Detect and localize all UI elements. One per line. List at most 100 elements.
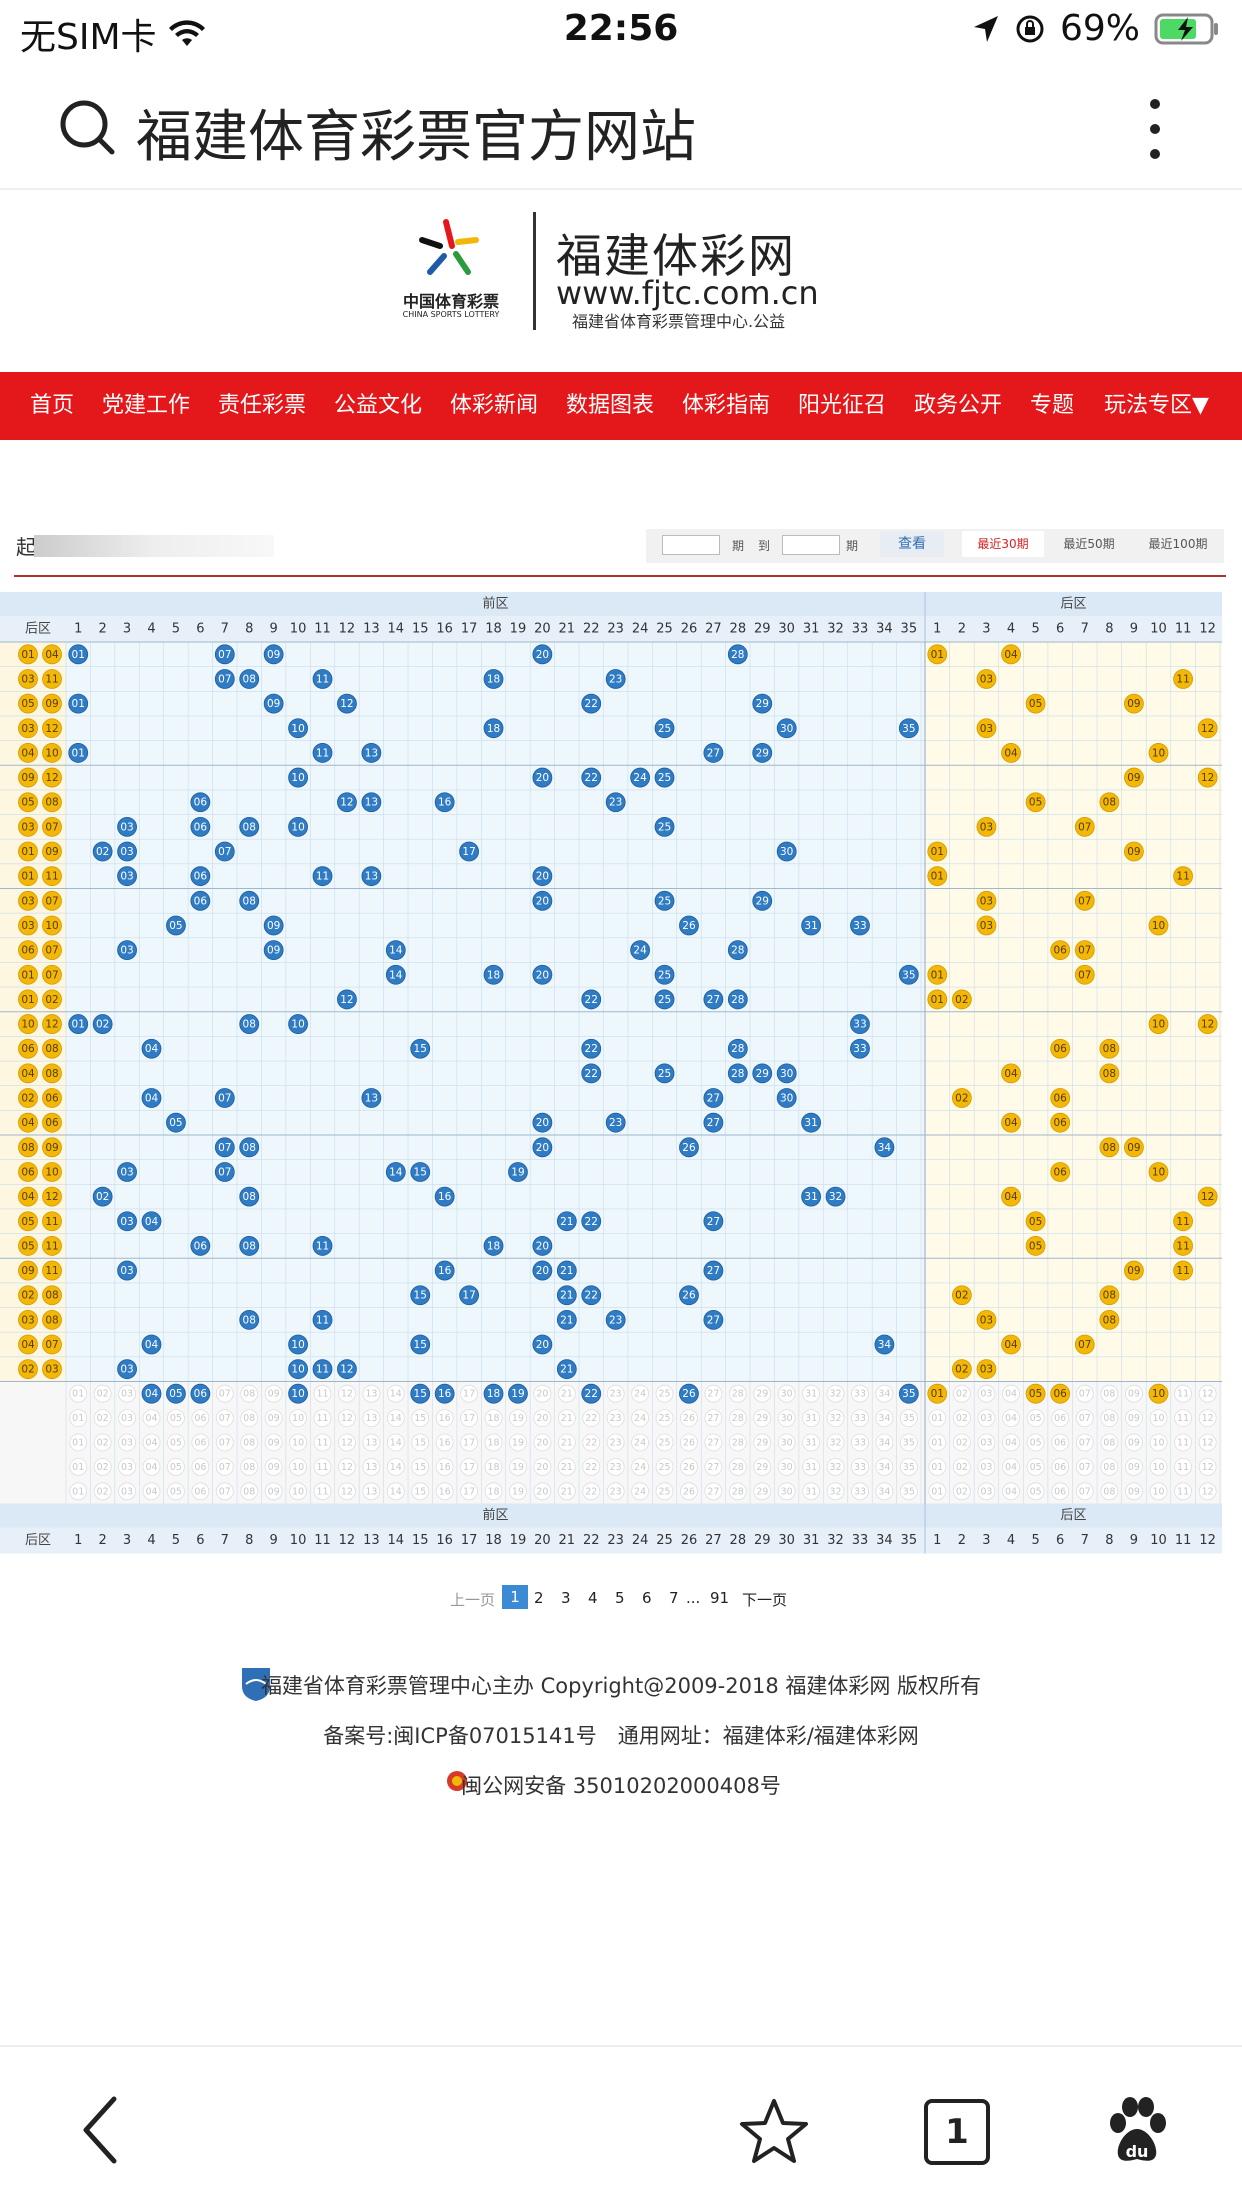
pair-ball-01 <box>18 841 38 862</box>
page-button-4[interactable]: 4 <box>588 1589 598 1607</box>
stat-ref-ball <box>728 1384 747 1403</box>
stat-ref-ball <box>118 1384 136 1403</box>
stat-ref-ball <box>826 1384 845 1403</box>
stat-ref-ball <box>264 1482 283 1501</box>
front-ball-20-label: 20 <box>536 871 549 883</box>
stat-ref-number: 04 <box>1005 1413 1017 1424</box>
top-header-back-col-11: 11 <box>1175 622 1192 637</box>
view-button[interactable]: 查看 <box>880 531 944 557</box>
front-ball-32-label: 32 <box>829 1191 842 1203</box>
stat-ref-ball <box>826 1482 845 1501</box>
stat-ref-number: 35 <box>903 1438 915 1449</box>
back-icon[interactable] <box>80 2095 120 2165</box>
stat-ref-number: 32 <box>829 1438 841 1449</box>
stat-ref-number: 06 <box>194 1413 206 1424</box>
pair-ball-01-label: 01 <box>21 846 34 858</box>
bottom-header-back-col-8: 8 <box>1105 1533 1113 1548</box>
page-button-last[interactable]: 91 <box>710 1589 730 1607</box>
stat-ref-number: 09 <box>1128 1438 1140 1449</box>
nav-item-party[interactable]: 党建工作 <box>102 393 191 418</box>
bookmark-star-icon[interactable] <box>738 2097 810 2165</box>
nav-item-guide[interactable]: 体彩指南 <box>682 393 771 418</box>
stat-ref-ball <box>557 1433 576 1452</box>
baidu-paw-icon[interactable]: du <box>1104 2097 1170 2165</box>
stat-ref-ball <box>533 1409 552 1427</box>
back-ball-09-label: 09 <box>1127 772 1140 784</box>
bottom-header-front-col-14: 14 <box>388 1533 405 1548</box>
bottom-header-front-col-33: 33 <box>852 1533 869 1548</box>
browser-search-bar[interactable]: 福建体育彩票官方网站 <box>0 62 1242 190</box>
front-ball-02-label: 02 <box>96 846 109 858</box>
start-period-input[interactable] <box>662 535 720 555</box>
front-ball-09-label: 09 <box>267 945 280 957</box>
front-ball-07-label: 07 <box>218 673 231 685</box>
stat-ref-number: 23 <box>610 1462 622 1473</box>
page-button-3[interactable]: 3 <box>561 1589 571 1607</box>
front-ball-34 <box>874 1334 895 1355</box>
search-icon[interactable] <box>58 98 116 156</box>
stat-ref-number: 04 <box>1005 1438 1017 1449</box>
pair-ball-03 <box>42 1359 62 1380</box>
nav-item-home[interactable]: 首页 <box>30 393 75 418</box>
pair-ball-02 <box>18 1285 38 1306</box>
nav-item-responsible[interactable]: 责任彩票 <box>218 393 307 418</box>
bottom-header-back-col-4: 4 <box>1007 1533 1015 1548</box>
stat-ref-number: 08 <box>243 1413 255 1424</box>
stat-ref-ball <box>69 1409 88 1427</box>
carrier-label: 无SIM卡 <box>20 17 157 58</box>
nav-item-charts[interactable]: 数据图表 <box>566 393 655 418</box>
stat-ref-ball <box>386 1384 405 1403</box>
pair-ball-04 <box>18 1186 38 1207</box>
search-query-text[interactable]: 福建体育彩票官方网站 <box>136 105 696 170</box>
bottom-header-front-col-10: 10 <box>290 1533 307 1548</box>
nav-item-welfare[interactable]: 公益文化 <box>334 393 423 418</box>
front-ball-06-label: 06 <box>194 1240 208 1252</box>
back-ball-02-label: 02 <box>955 1290 968 1302</box>
end-period-input[interactable] <box>782 535 840 555</box>
top-header-front-col-8: 8 <box>245 622 253 637</box>
more-menu-icon[interactable] <box>1140 96 1170 162</box>
page-button-5[interactable]: 5 <box>615 1589 625 1607</box>
tab-count-button[interactable]: 1 <box>924 2099 990 2165</box>
front-ball-31 <box>801 1112 822 1133</box>
prev-page-button[interactable]: 上一页 <box>450 1591 496 1609</box>
page-button-6[interactable]: 6 <box>642 1589 652 1607</box>
front-ball-31-label: 31 <box>804 1117 817 1129</box>
pair-ball-09-label: 09 <box>45 698 58 710</box>
back-ball-09-label: 09 <box>1127 1265 1140 1277</box>
nav-item-gov[interactable]: 政务公开 <box>914 393 1003 418</box>
back-ball-07-label: 07 <box>1078 945 1091 957</box>
page-button-1[interactable]: 1 <box>502 1585 528 1609</box>
stat-ref-ball <box>1075 1458 1094 1476</box>
page-button-2[interactable]: 2 <box>534 1589 544 1607</box>
back-ball-12 <box>1197 718 1218 739</box>
nav-item-news[interactable]: 体彩新闻 <box>450 393 539 418</box>
front-ball-20 <box>532 1260 553 1281</box>
stat-ref-number: 32 <box>829 1486 841 1497</box>
page-button-7[interactable]: 7 <box>669 1589 679 1607</box>
back-ball-04-label: 04 <box>1004 1191 1018 1203</box>
stat-front-ball-10 <box>288 1383 308 1404</box>
stat-ref-ball <box>69 1433 88 1452</box>
front-ball-06 <box>190 1236 211 1256</box>
front-ball-20-label: 20 <box>536 1339 549 1351</box>
next-page-button[interactable]: 下一页 <box>742 1591 788 1609</box>
nav-item-special[interactable]: 专题 <box>1030 393 1075 418</box>
front-ball-08 <box>239 1186 260 1207</box>
front-ball-05-label: 05 <box>169 1117 182 1129</box>
stat-ref-number: 32 <box>829 1413 841 1424</box>
nav-item-recruit[interactable]: 阳光征召 <box>798 393 887 418</box>
front-ball-19 <box>508 1162 528 1182</box>
stat-ref-ball <box>1125 1409 1143 1427</box>
stat-ref-number: 07 <box>1079 1413 1091 1424</box>
front-ball-34 <box>874 1137 895 1158</box>
stat-ref-ball <box>338 1482 356 1501</box>
site-header: 中国体育彩票 CHINA SPORTS LOTTERY 福建体彩网 www.fj… <box>0 190 1242 370</box>
pair-ball-12-label: 12 <box>45 723 58 735</box>
stat-ref-number: 23 <box>610 1413 622 1424</box>
nav-item-games[interactable]: 玩法专区▼ <box>1104 393 1209 418</box>
recent-100-button[interactable]: 最近100期 <box>1148 537 1208 551</box>
recent-50-button[interactable]: 最近50期 <box>1063 537 1115 551</box>
recent-30-button[interactable]: 最近30期 <box>962 531 1044 557</box>
pair-ball-12 <box>42 767 62 788</box>
